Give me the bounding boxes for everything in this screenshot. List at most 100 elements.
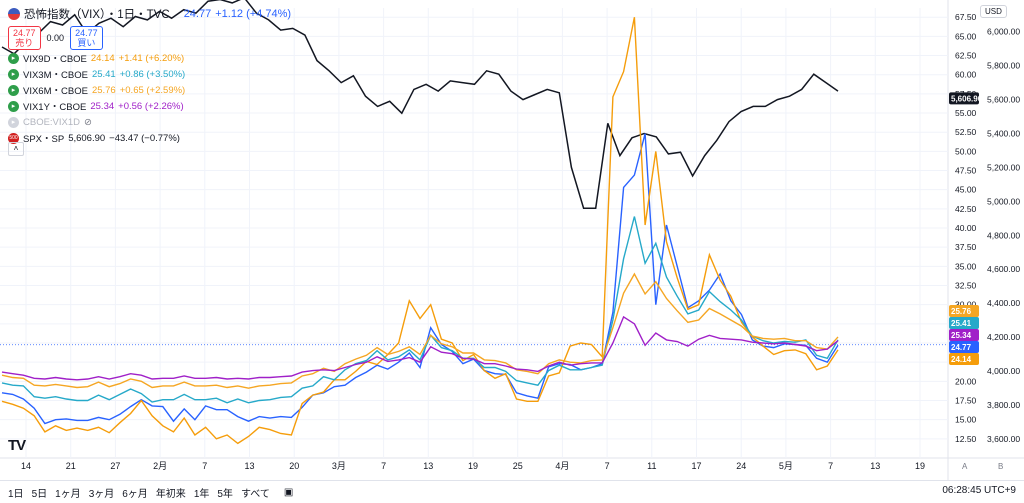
clock: 06:28:45 UTC+9 — [942, 485, 1016, 496]
x-tick-label: 19 — [915, 461, 925, 471]
x-tick-label: 24 — [736, 461, 746, 471]
x-tick-label: 4月 — [555, 461, 569, 471]
legend-name: SPX・SP — [23, 134, 65, 145]
vix-tick-label: 37.50 — [955, 242, 977, 252]
last-value-label: 25.76 — [951, 307, 972, 316]
legend-name: CBOE:VIX1D — [23, 116, 81, 128]
auto-scale-label: A — [962, 462, 968, 471]
range-1m[interactable]: 1ヶ月 — [55, 488, 81, 500]
visibility-icon[interactable]: ▸ — [8, 100, 19, 112]
visibility-icon[interactable]: ▸ — [8, 84, 19, 96]
spx-tick-label: 3,800.00 — [987, 400, 1020, 410]
vix-tick-label: 60.00 — [955, 70, 977, 80]
x-tick-label: 13 — [244, 461, 254, 471]
us-flag-icon — [8, 8, 20, 20]
vix-tick-label: 30.00 — [955, 300, 977, 310]
legend-row-vix6m[interactable]: ▸ VIX6M・CBOE 25.76 +0.65 (+2.59%) — [8, 82, 185, 98]
spx-tick-label: 4,600.00 — [987, 264, 1020, 274]
price-chart[interactable]: 14 21 27 2月 7 13 20 3月 7 13 19 25 4月 7 11 17 24 5月 7 13 19 12… — [0, 0, 1024, 480]
last-value-badge — [949, 329, 979, 341]
sell-label: 売り — [15, 38, 34, 48]
legend-name: VIX3M・CBOE — [23, 70, 88, 81]
x-tick-label: 20 — [289, 461, 299, 471]
range-1d[interactable]: 1日 — [8, 488, 24, 500]
legend-name: VIX6M・CBOE — [23, 86, 88, 97]
x-tick-label: 7 — [202, 461, 207, 471]
x-tick-label: 25 — [513, 461, 523, 471]
x-tick-label: 2月 — [153, 461, 167, 471]
x-tick-label: 21 — [66, 461, 76, 471]
last-value-label: 24.77 — [951, 343, 972, 352]
tradingview-logo: TV — [8, 437, 26, 454]
collapse-legend-button[interactable]: ˄ — [8, 142, 24, 156]
main-value: 24.77 — [183, 8, 212, 20]
sell-button[interactable]: 24.77 売り — [8, 26, 41, 50]
range-1y[interactable]: 1年 — [193, 488, 210, 500]
currency-button[interactable]: USD — [980, 5, 1007, 18]
x-tick-label: 13 — [870, 461, 880, 471]
range-6m[interactable]: 6ヶ月 — [122, 488, 148, 500]
x-tick-label: 7 — [605, 461, 610, 471]
range-5y[interactable]: 5年 — [217, 488, 233, 500]
series-line-vix1y — [1, 315, 839, 381]
x-tick-label: 3月 — [332, 461, 346, 471]
legend-row-vix1y[interactable]: ▸ VIX1Y・CBOE 25.34 +0.56 (+2.26%) — [8, 98, 185, 114]
spx-tick-label: 4,000.00 — [987, 366, 1020, 376]
legend-value: 25.76 — [91, 84, 116, 96]
vix-tick-label: 62.50 — [955, 51, 977, 61]
x-tick-label: 27 — [110, 461, 120, 471]
vix-tick-label: 20.00 — [955, 376, 977, 386]
vix-tick-label: 32.50 — [955, 281, 977, 291]
last-value-label: 25.41 — [951, 319, 972, 328]
hidden-eye-icon[interactable]: ⊘ — [84, 116, 92, 128]
x-tick-label: 7 — [381, 461, 386, 471]
range-5d[interactable]: 5日 — [31, 488, 48, 500]
vix-tick-label: 42.50 — [955, 204, 977, 214]
log-scale-label: B — [998, 462, 1003, 471]
spx-tick-label: 4,400.00 — [987, 298, 1020, 308]
symbol-title[interactable]: 恐怖指数（VIX）・1日・TVC — [24, 9, 170, 21]
trade-chips: 24.77 売り 0.00 24.77 買い — [8, 26, 103, 50]
legend-row-vix9d[interactable]: ▸ VIX9D・CBOE 24.14 +1.41 (+6.20%) — [8, 50, 185, 66]
legend-change: +0.56 (+2.26%) — [118, 100, 184, 112]
visibility-off-icon[interactable]: ▸ — [8, 116, 19, 128]
series-line-vix9d — [1, 17, 839, 445]
legend-value: 5,606.90 — [68, 132, 106, 144]
legend-change: +0.86 (+3.50%) — [119, 68, 186, 80]
legend-row-vix1d[interactable]: ▸ CBOE:VIX1D ⊘ — [8, 114, 185, 130]
range-3m[interactable]: 3ヶ月 — [88, 488, 115, 500]
vix-tick-label: 67.50 — [955, 12, 977, 22]
visibility-icon[interactable]: ▸ — [8, 68, 19, 80]
vix-tick-label: 45.00 — [955, 185, 977, 195]
vix-tick-label: 55.00 — [955, 108, 977, 118]
spx-tick-label: 5,400.00 — [987, 129, 1020, 139]
spx-tick-label: 5,600.00 — [987, 95, 1020, 105]
legend-change: +1.41 (+6.20%) — [118, 52, 185, 64]
spx-tick-label: 4,800.00 — [987, 230, 1020, 240]
spx-tick-label: 4,200.00 — [987, 332, 1020, 342]
series-line-vix6m — [1, 272, 839, 389]
spx-tick-label: 3,600.00 — [987, 434, 1020, 444]
series-line-vix3m — [1, 216, 839, 404]
spx-tick-label: 5,200.00 — [987, 162, 1020, 172]
legend-value: 24.14 — [90, 52, 115, 64]
spx-tick-label: 5,000.00 — [987, 196, 1020, 206]
visibility-icon[interactable]: ▸ — [8, 52, 19, 64]
last-value-badge — [949, 341, 979, 353]
buy-price: 24.77 — [75, 28, 98, 38]
range-all[interactable]: すべて — [240, 488, 270, 500]
legend-row-vix3m[interactable]: ▸ VIX3M・CBOE 25.41 +0.86 (+3.50%) — [8, 66, 185, 82]
series-line-spx — [1, 0, 839, 209]
last-value-badge — [949, 305, 979, 317]
x-tick-label: 17 — [691, 461, 701, 471]
spx-icon: 500 — [8, 132, 19, 144]
x-tick-label: 11 — [647, 461, 656, 471]
buy-button[interactable]: 24.77 買い — [70, 26, 103, 50]
buy-label: 買い — [77, 38, 96, 48]
legend-row-spx[interactable]: 500 SPX・SP 5,606.90 −43.47 (−0.77%) — [8, 130, 185, 146]
x-tick-label: 19 — [468, 461, 478, 471]
calendar-icon[interactable]: ▣ — [283, 486, 294, 498]
range-ytd[interactable]: 年初来 — [155, 488, 186, 500]
vix-tick-label: 15.00 — [955, 415, 977, 425]
vix-tick-label: 40.00 — [955, 223, 977, 233]
